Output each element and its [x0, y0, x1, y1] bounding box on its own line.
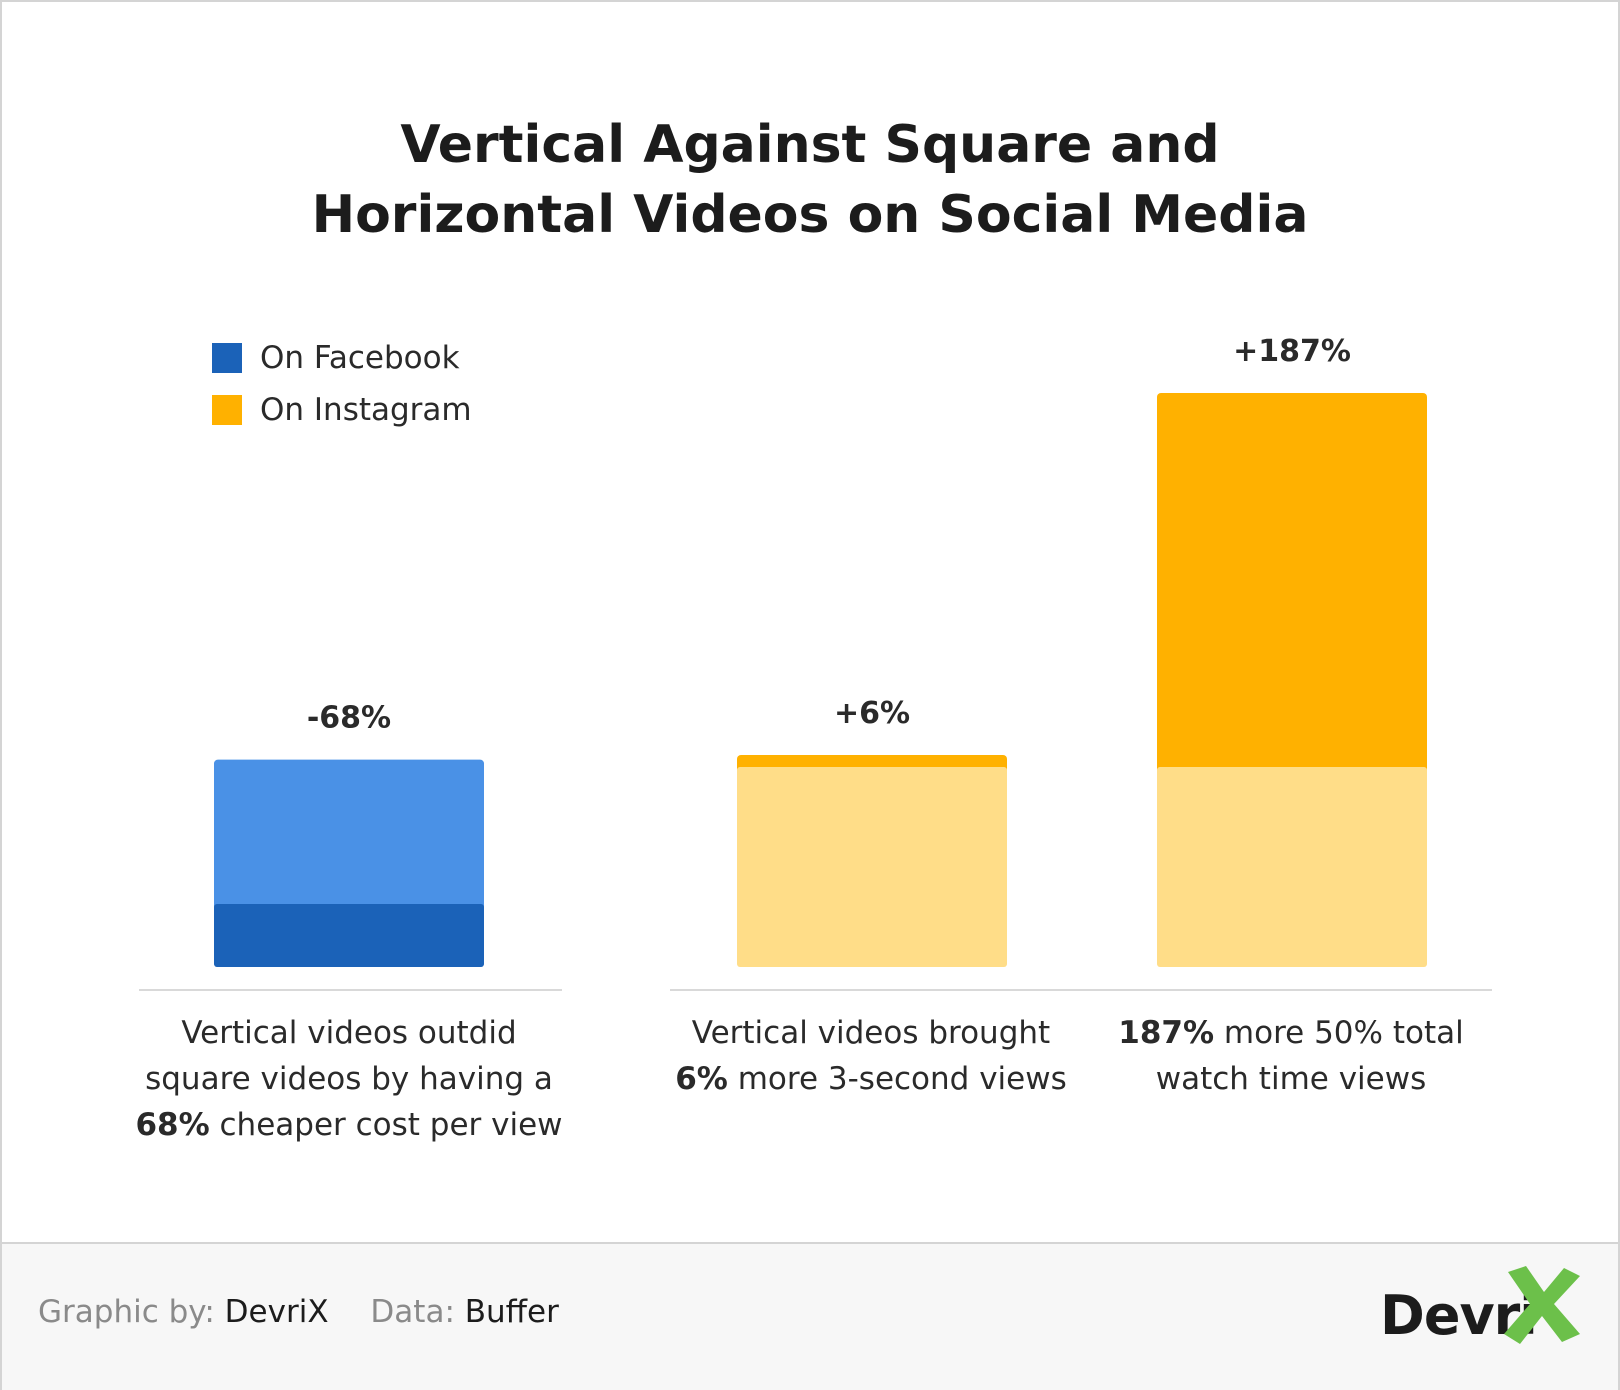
bar-facebook-base	[214, 904, 484, 967]
bar-chart: -68% +6% +187%	[139, 334, 1492, 991]
legend-swatch-instagram	[212, 395, 242, 425]
chart-title-line-1: Vertical Against Square and	[400, 115, 1220, 175]
caption-3-second-views: Vertical videos brought 6% more 3-second…	[651, 1010, 1091, 1102]
devrix-x-logo-icon	[1504, 1266, 1580, 1344]
caption-1-line-3-rest: cheaper cost per view	[209, 1107, 563, 1143]
caption-3-highlight: 187%	[1118, 1015, 1215, 1051]
graphic-by-value: DevriX	[224, 1294, 329, 1330]
legend-item-instagram: On Instagram	[212, 384, 472, 436]
caption-2-line-2: 6% more 3-second views	[651, 1056, 1091, 1102]
data-label: +6%	[834, 696, 910, 731]
legend-label-facebook: On Facebook	[260, 340, 460, 376]
chart-title-line-2: Horizontal Videos on Social Media	[311, 185, 1309, 245]
caption-2-line-2-rest: more 3-second views	[727, 1061, 1067, 1097]
data-label: +187%	[1233, 334, 1351, 369]
bar-instagram-increase	[1157, 393, 1427, 773]
caption-1-line-1: Vertical videos outdid	[181, 1015, 517, 1051]
caption-3-line-1-rest: more 50% total	[1214, 1015, 1464, 1051]
legend-swatch-facebook	[212, 343, 242, 373]
graphic-by-label: Graphic by:	[38, 1294, 215, 1330]
caption-watch-time: 187% more 50% total watch time views	[1071, 1010, 1511, 1102]
legend: On Facebook On Instagram	[212, 332, 472, 436]
legend-label-instagram: On Instagram	[260, 392, 472, 428]
data-label: -68%	[307, 701, 391, 736]
legend-item-facebook: On Facebook	[212, 332, 472, 384]
data-source-label: Data:	[370, 1294, 455, 1330]
bar-instagram-reference	[1157, 767, 1427, 967]
footer: Graphic by: DevriX Data: Buffer Devri	[2, 1242, 1618, 1390]
caption-1-line-2: square videos by having a	[145, 1061, 553, 1097]
caption-cost-per-view: Vertical videos outdid square videos by …	[129, 1010, 569, 1148]
caption-1-line-3: 68% cheaper cost per view	[129, 1102, 569, 1148]
caption-2-highlight: 6%	[675, 1061, 728, 1097]
chart-title: Vertical Against Square and Horizontal V…	[2, 110, 1618, 250]
bar-instagram-reference	[737, 767, 1007, 967]
caption-1-highlight: 68%	[135, 1107, 210, 1143]
caption-3-line-1: 187% more 50% total	[1071, 1010, 1511, 1056]
caption-2-line-1: Vertical videos brought	[691, 1015, 1051, 1051]
credits: Graphic by: DevriX Data: Buffer	[38, 1294, 591, 1330]
data-source-value: Buffer	[464, 1294, 559, 1330]
caption-3-line-2: watch time views	[1155, 1061, 1427, 1097]
